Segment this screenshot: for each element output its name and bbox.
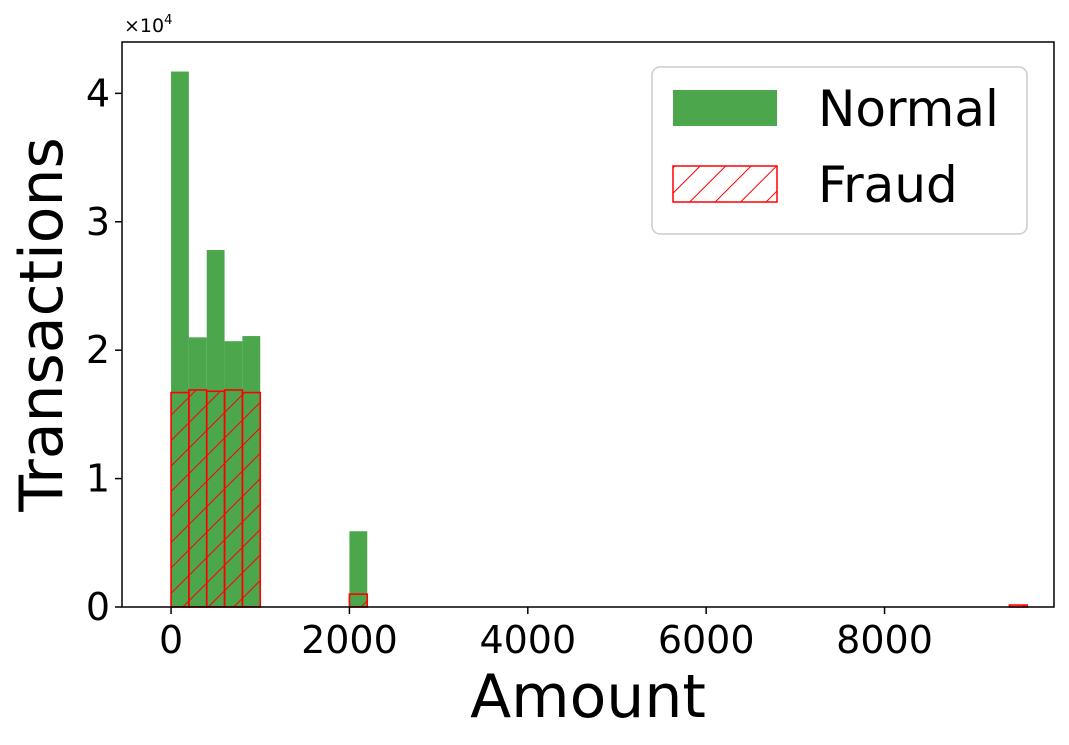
- y-tick-label: 2: [86, 328, 110, 372]
- x-tick-label: 2000: [301, 618, 398, 662]
- normal-bar-5: [349, 531, 368, 607]
- y-tick-label: 1: [86, 457, 110, 501]
- x-tick-label: 0: [159, 618, 183, 662]
- y-axis-offset-label: ×104: [124, 13, 172, 37]
- fraud-bar-1: [188, 389, 208, 608]
- legend: Normal Fraud: [651, 66, 1028, 235]
- fraud-bar-4: [241, 391, 262, 608]
- fraud-bar-2: [205, 390, 226, 608]
- plot-frame: [121, 41, 1055, 608]
- y-tick-label: 3: [86, 200, 110, 244]
- fraud-bar-0: [170, 391, 190, 608]
- x-axis-label: Amount: [470, 662, 706, 732]
- x-tick-label: 8000: [836, 618, 933, 662]
- x-tick-label: 6000: [658, 618, 755, 662]
- x-axis-ticks: 0 2000 4000 6000 8000: [159, 607, 933, 662]
- legend-fraud-label: Fraud: [818, 156, 958, 214]
- y-tick-label: 4: [86, 71, 110, 115]
- legend-fraud-swatch: [672, 165, 778, 203]
- x-tick-label: 4000: [479, 618, 576, 662]
- y-axis-ticks: 0 1 2 3 4: [86, 71, 122, 629]
- y-axis-label: Transactions: [7, 137, 77, 513]
- fraud-bar-3: [223, 389, 244, 608]
- legend-normal-label: Normal: [818, 80, 999, 138]
- fraud-series: [170, 389, 1029, 608]
- fraud-bar-5: [348, 593, 369, 608]
- legend-normal-swatch: [673, 90, 777, 126]
- y-tick-label: 0: [86, 585, 110, 629]
